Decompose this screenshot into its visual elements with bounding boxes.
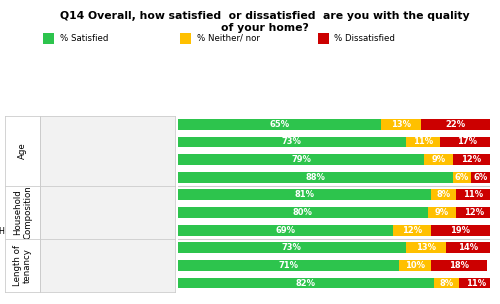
- Text: 81%: 81%: [294, 190, 314, 199]
- Text: Length of
tenancy: Length of tenancy: [13, 245, 32, 286]
- Text: 88%: 88%: [305, 173, 325, 182]
- Text: 71%: 71%: [278, 261, 298, 270]
- Text: of your home?: of your home?: [221, 23, 309, 33]
- Text: 6%: 6%: [455, 173, 469, 182]
- Text: 79%: 79%: [291, 155, 311, 164]
- Bar: [178, 225, 393, 236]
- Text: 80%: 80%: [292, 208, 312, 217]
- Text: 73%: 73%: [282, 137, 302, 147]
- Bar: [400, 260, 430, 271]
- Text: Q14 Overall, how satisfied  or dissatisfied  are you with the quality: Q14 Overall, how satisfied or dissatisfi…: [60, 11, 470, 21]
- Text: 22%: 22%: [446, 120, 466, 129]
- Text: 73%: 73%: [282, 243, 302, 252]
- Bar: [456, 189, 490, 200]
- Text: 18%: 18%: [449, 261, 469, 270]
- Bar: [459, 278, 493, 288]
- Bar: [421, 119, 490, 130]
- Text: 12%: 12%: [402, 226, 422, 235]
- Bar: [434, 278, 459, 288]
- Text: 8%: 8%: [436, 190, 450, 199]
- Bar: [456, 207, 493, 218]
- Text: 10%: 10%: [405, 261, 425, 270]
- Bar: [471, 172, 490, 183]
- Bar: [446, 242, 490, 253]
- Text: 13%: 13%: [391, 120, 411, 129]
- Bar: [406, 242, 446, 253]
- Text: 12%: 12%: [461, 155, 481, 164]
- Text: Household
Composition: Household Composition: [13, 186, 32, 239]
- Text: 17%: 17%: [456, 137, 476, 147]
- Text: 14%: 14%: [458, 243, 478, 252]
- Bar: [430, 225, 490, 236]
- Bar: [440, 136, 493, 147]
- Bar: [452, 172, 471, 183]
- Text: 11%: 11%: [463, 190, 483, 199]
- Text: 9%: 9%: [434, 208, 448, 217]
- Bar: [178, 260, 400, 271]
- Bar: [452, 154, 490, 165]
- Text: 82%: 82%: [296, 278, 316, 288]
- Text: 13%: 13%: [416, 243, 436, 252]
- Text: 65%: 65%: [269, 120, 289, 129]
- Bar: [430, 189, 456, 200]
- Bar: [178, 189, 430, 200]
- Text: 19%: 19%: [450, 226, 470, 235]
- Text: Age: Age: [18, 142, 27, 159]
- Bar: [178, 207, 428, 218]
- Text: 9%: 9%: [432, 155, 446, 164]
- Text: % Neither/ nor: % Neither/ nor: [197, 34, 260, 43]
- Bar: [178, 119, 380, 130]
- Bar: [178, 172, 452, 183]
- Bar: [178, 136, 406, 147]
- Bar: [380, 119, 421, 130]
- Text: 11%: 11%: [413, 137, 433, 147]
- Bar: [178, 278, 434, 288]
- Bar: [424, 154, 452, 165]
- Bar: [428, 207, 456, 218]
- Text: 69%: 69%: [276, 226, 295, 235]
- Text: 11%: 11%: [466, 278, 486, 288]
- Bar: [430, 260, 487, 271]
- Text: 12%: 12%: [464, 208, 484, 217]
- Bar: [393, 225, 430, 236]
- Bar: [178, 154, 424, 165]
- Text: 8%: 8%: [439, 278, 454, 288]
- Text: % Satisfied: % Satisfied: [60, 34, 108, 43]
- Text: % Dissatisfied: % Dissatisfied: [334, 34, 396, 43]
- Text: 6%: 6%: [474, 173, 488, 182]
- Bar: [178, 242, 406, 253]
- Bar: [406, 136, 440, 147]
